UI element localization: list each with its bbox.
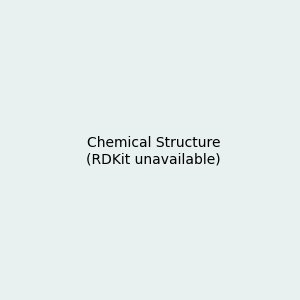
Text: Chemical Structure
(RDKit unavailable): Chemical Structure (RDKit unavailable) [86, 136, 221, 166]
